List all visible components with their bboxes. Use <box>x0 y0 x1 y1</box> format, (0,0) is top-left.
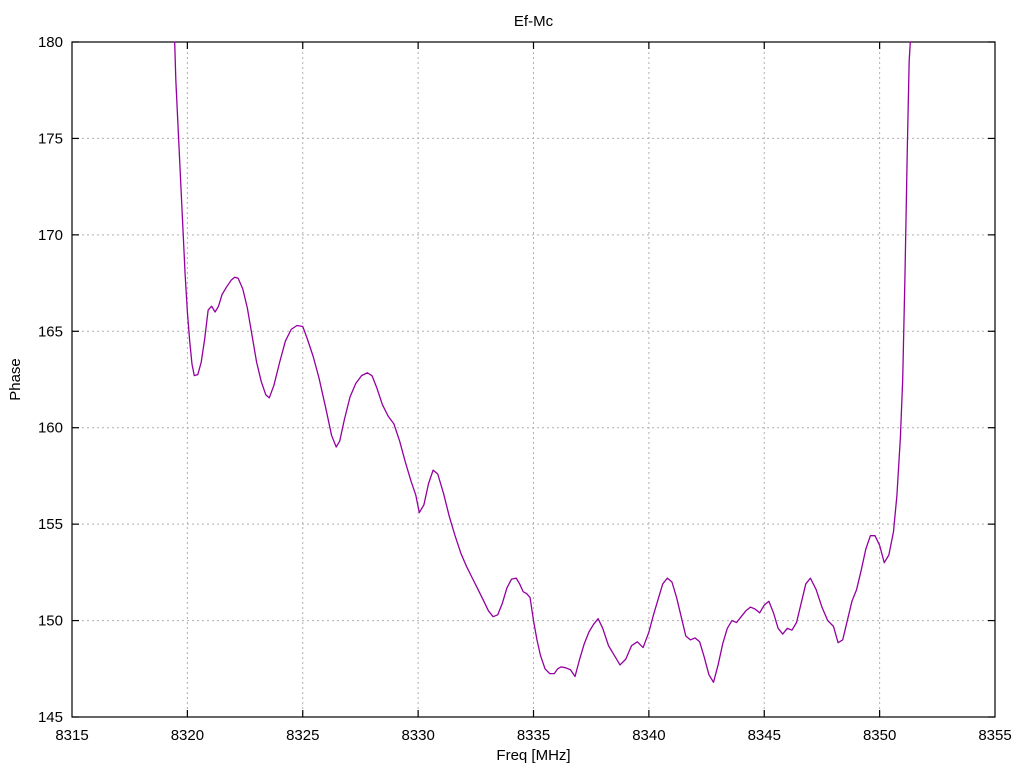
x-tick-label: 8345 <box>748 727 781 744</box>
tick-labels: 145 150 155 160 165 170 175 180 8315 8320 8325 8330… <box>38 34 1012 744</box>
x-tick-label: 8330 <box>401 727 434 744</box>
plot-frame <box>71 41 996 718</box>
x-tick-label: 8315 <box>55 727 88 744</box>
y-axis-title: Phase <box>7 358 24 401</box>
x-tick-label: 8340 <box>632 727 665 744</box>
x-tick-label: 8335 <box>517 727 550 744</box>
y-tick-label: 155 <box>38 516 63 533</box>
x-tick-label: 8350 <box>863 727 896 744</box>
data-series-line <box>174 41 911 683</box>
y-tick-label: 170 <box>38 227 63 244</box>
y-tick-label: 165 <box>38 323 63 340</box>
y-tick-label: 175 <box>38 130 63 147</box>
x-tick-label: 8325 <box>286 727 319 744</box>
x-tick-label: 8355 <box>978 727 1011 744</box>
y-tick-label: 160 <box>38 420 63 437</box>
x-tick-label: 8320 <box>171 727 204 744</box>
y-tick-label: 150 <box>38 613 63 630</box>
y-tick-label: 180 <box>38 34 63 51</box>
chart-title: Ef-Mc <box>514 13 554 30</box>
y-tick-label: 145 <box>38 709 63 726</box>
x-axis-title: Freq [MHz] <box>496 747 570 764</box>
